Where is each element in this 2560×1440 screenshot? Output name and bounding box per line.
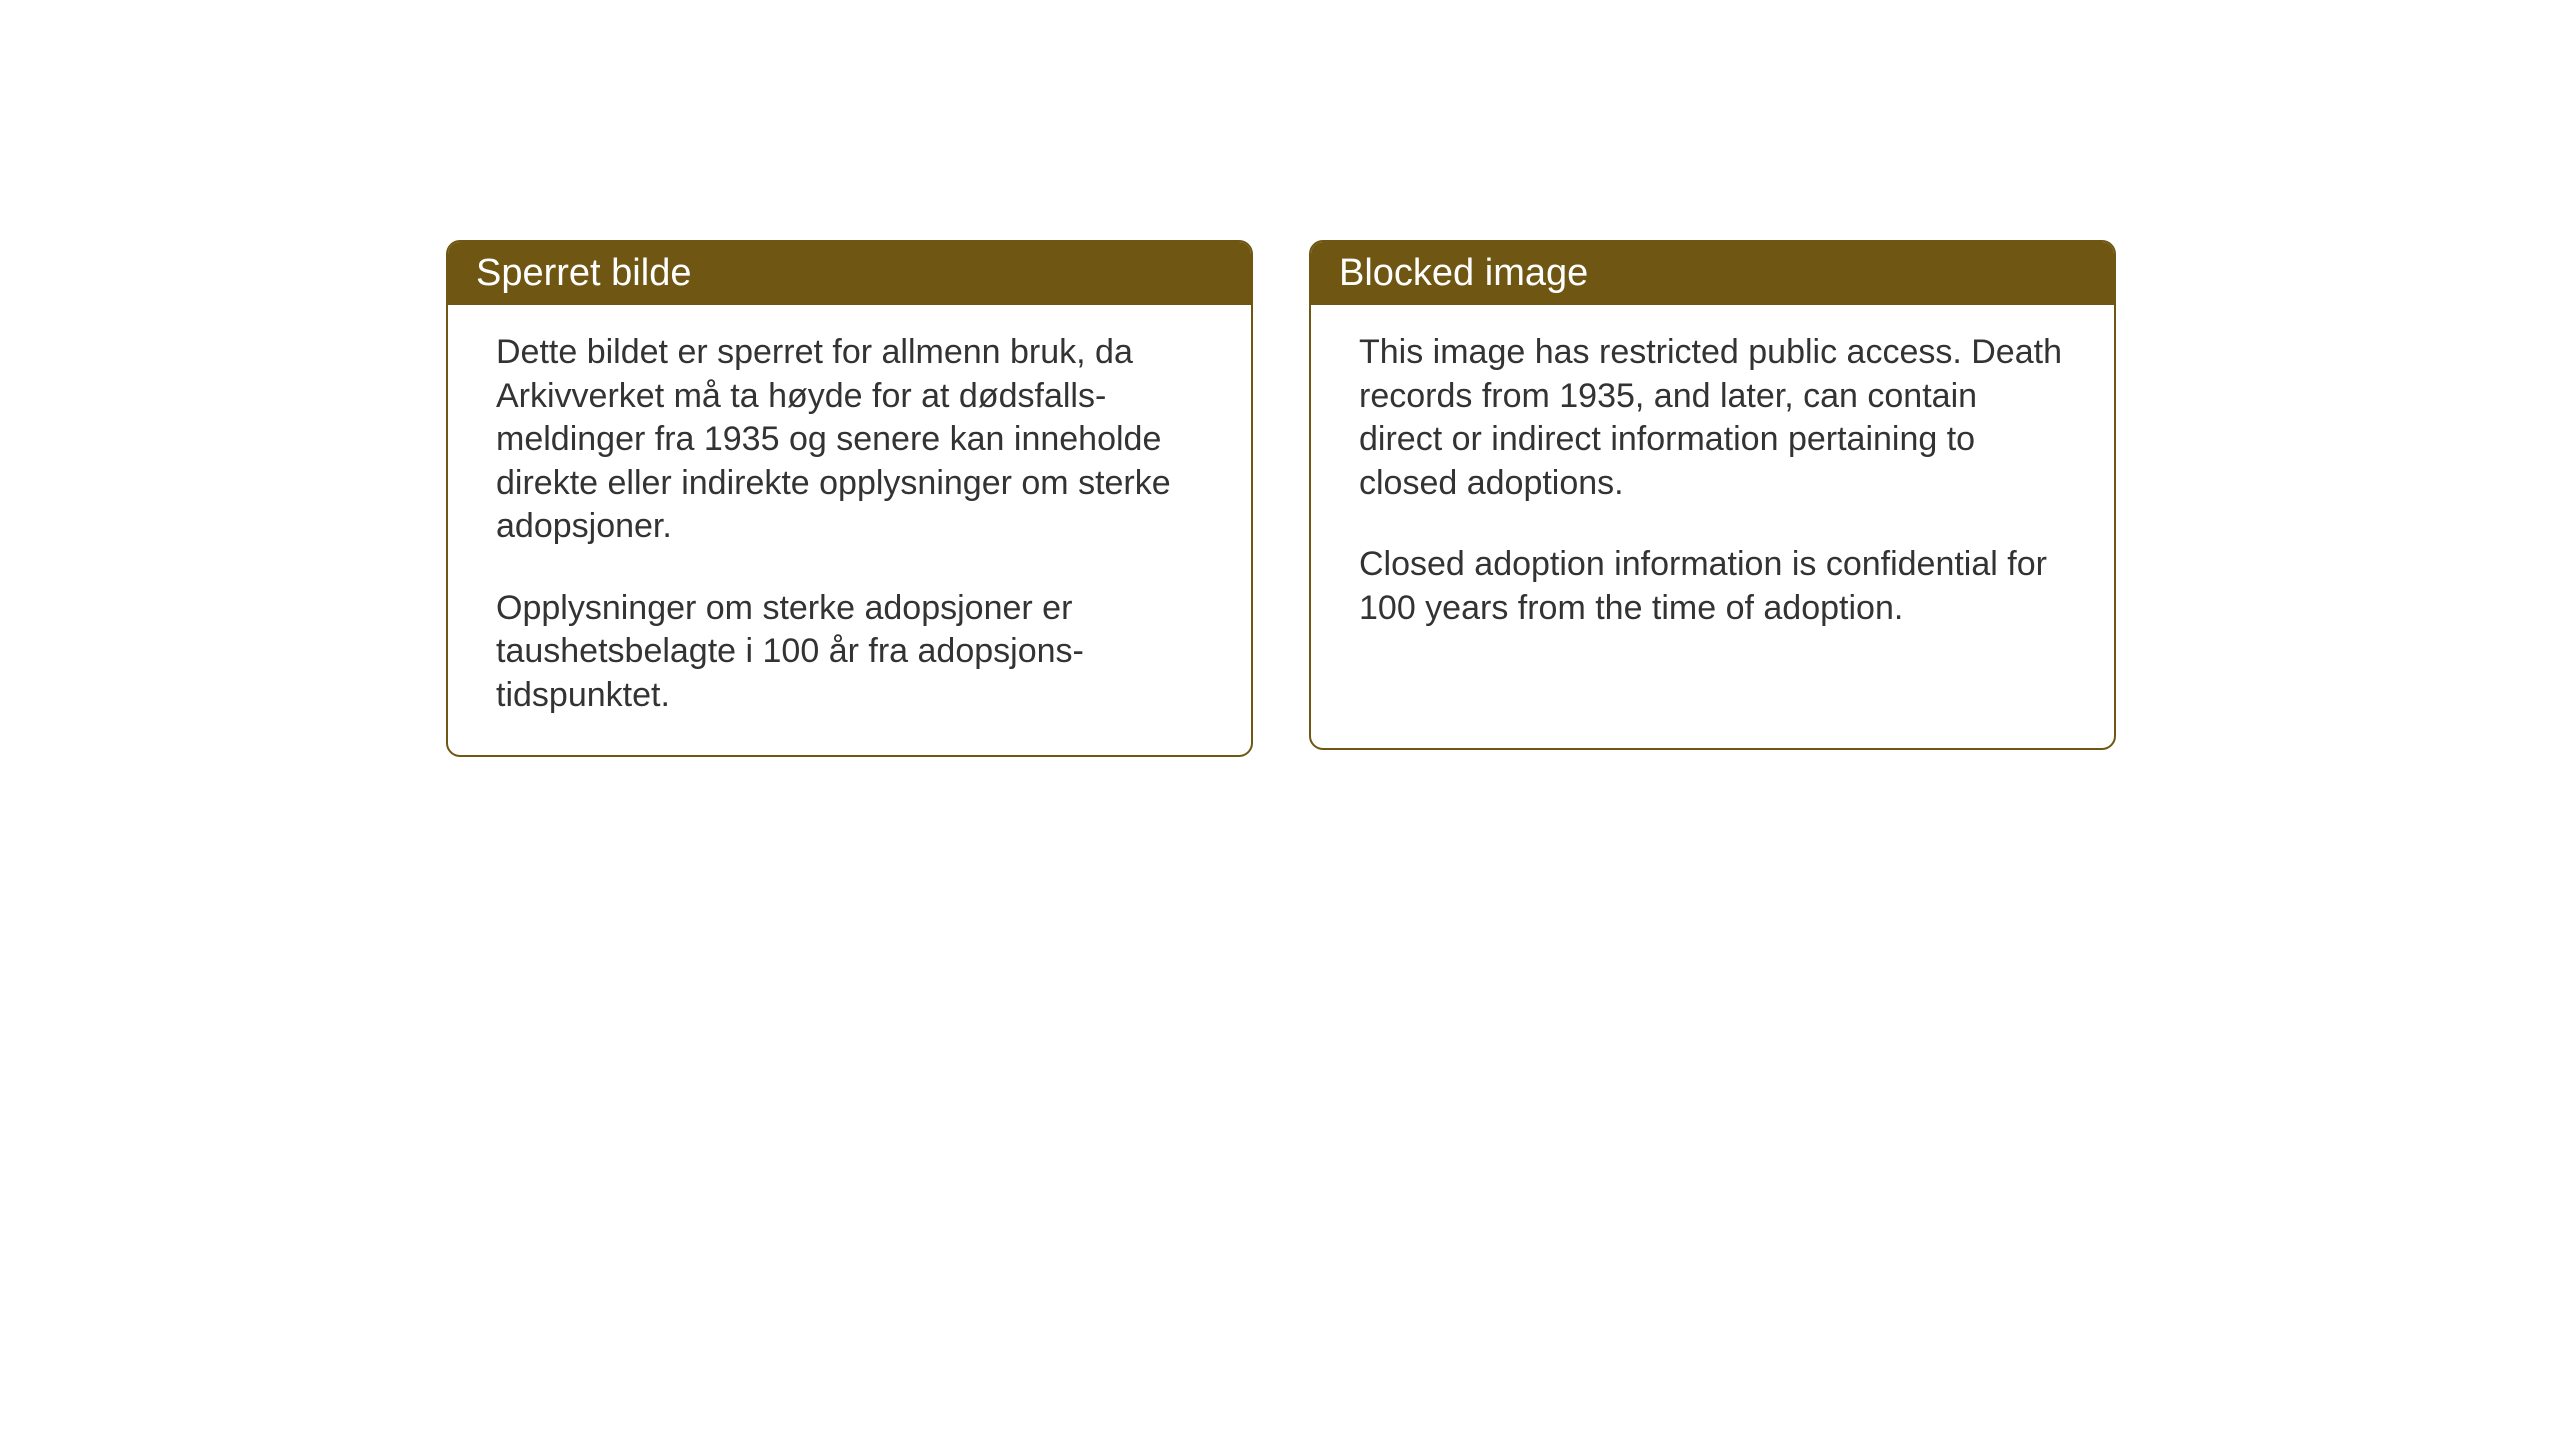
norwegian-paragraph-1: Dette bildet er sperret for allmenn bruk… — [496, 331, 1203, 549]
info-cards-container: Sperret bilde Dette bildet er sperret fo… — [446, 240, 2116, 757]
english-card-header: Blocked image — [1311, 242, 2114, 305]
norwegian-card-body: Dette bildet er sperret for allmenn bruk… — [448, 305, 1251, 755]
english-info-card: Blocked image This image has restricted … — [1309, 240, 2116, 750]
norwegian-info-card: Sperret bilde Dette bildet er sperret fo… — [446, 240, 1253, 757]
norwegian-card-title: Sperret bilde — [476, 252, 691, 294]
english-card-title: Blocked image — [1339, 252, 1588, 294]
english-paragraph-2: Closed adoption information is confident… — [1359, 543, 2066, 630]
english-paragraph-1: This image has restricted public access.… — [1359, 331, 2066, 505]
english-card-body: This image has restricted public access.… — [1311, 305, 2114, 668]
norwegian-card-header: Sperret bilde — [448, 242, 1251, 305]
norwegian-paragraph-2: Opplysninger om sterke adopsjoner er tau… — [496, 587, 1203, 718]
